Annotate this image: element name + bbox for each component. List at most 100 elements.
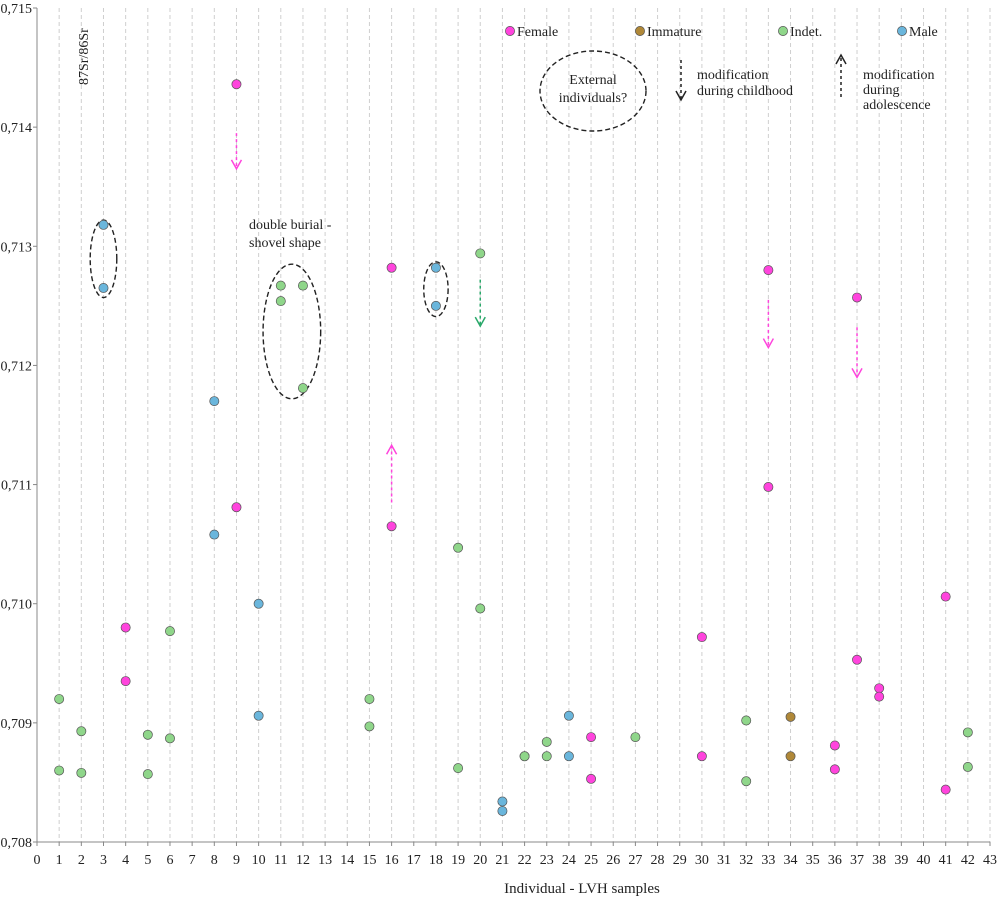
x-tick-label: 34	[784, 853, 798, 868]
x-tick-label: 10	[252, 853, 266, 868]
data-point-indet	[541, 736, 552, 747]
data-point-female	[940, 591, 951, 602]
annotation-adolescence: adolescence	[863, 98, 931, 113]
data-point-male	[430, 262, 441, 273]
data-point-indet	[475, 603, 486, 614]
data-point-indet	[275, 296, 286, 307]
annotation-external: individuals?	[559, 91, 627, 106]
gridlines	[58, 8, 991, 842]
x-tick-label: 1	[56, 853, 63, 868]
data-point-female	[696, 632, 707, 643]
x-tick-label: 36	[828, 853, 842, 868]
data-point-female	[763, 265, 774, 276]
x-tick-label: 19	[451, 853, 465, 868]
legend: Female Immature Indet. Male	[505, 25, 938, 40]
data-point-male	[497, 806, 508, 816]
arrow-head	[851, 367, 863, 379]
modification-arrow	[851, 327, 863, 379]
x-tick-label: 32	[739, 853, 753, 868]
data-point-indet	[165, 733, 175, 744]
data-point-female	[386, 262, 397, 273]
y-tick-label: 0,711	[1, 479, 32, 494]
x-tick-label: 21	[495, 853, 509, 868]
data-point-female	[852, 292, 862, 303]
data-point-indet	[741, 776, 752, 787]
data-point-male	[430, 300, 441, 311]
data-point-female	[696, 751, 707, 762]
x-tick-label: 23	[540, 853, 554, 868]
data-point-indet	[165, 626, 175, 637]
x-tick-label: 29	[673, 853, 687, 868]
x-tick-label: 0	[34, 853, 41, 868]
cluster-ellipse	[262, 263, 322, 400]
y-tick-label: 0,710	[1, 598, 33, 613]
data-point-male	[497, 796, 508, 807]
legend-label: Male	[909, 25, 938, 40]
data-point-immature	[785, 711, 796, 722]
x-tick-label: 14	[340, 853, 354, 868]
annotation-adolescence: modification	[863, 68, 935, 83]
x-tick-label: 39	[894, 853, 908, 868]
y-tick-label: 0,708	[1, 836, 33, 851]
legend-marker	[897, 26, 907, 36]
data-point-female	[231, 502, 242, 513]
x-tick-label: 4	[122, 853, 129, 868]
x-tick-label: 16	[385, 853, 399, 868]
data-point-female	[231, 79, 242, 90]
y-tick-label: 0,713	[1, 240, 33, 255]
data-point-female	[120, 622, 131, 633]
x-tick-label: 18	[429, 853, 443, 868]
x-tick-label: 42	[961, 853, 975, 868]
annotation-adolescence: during	[863, 83, 900, 98]
cluster-ellipse	[423, 261, 449, 318]
legend-arrow-down	[675, 60, 687, 102]
x-tick-label: 2	[78, 853, 85, 868]
x-tick-label: 8	[211, 853, 218, 868]
x-tick-label: 5	[144, 853, 151, 868]
x-tick-label: 25	[584, 853, 598, 868]
x-axis-ticks: 0 1 2 3 4 5 6 7 8 9 10 11 12 13 14 15 16 17 18 19 20 21 22 23 24…	[34, 842, 997, 868]
data-point-indet	[142, 769, 153, 780]
axes	[36, 8, 990, 843]
data-point-indet	[541, 751, 552, 762]
data-point-male	[98, 219, 109, 230]
data-points	[54, 79, 973, 816]
data-point-indet	[962, 761, 973, 772]
data-point-male	[253, 710, 264, 721]
data-point-female	[763, 482, 774, 492]
x-tick-label: 30	[695, 853, 709, 868]
x-tick-label: 6	[166, 853, 173, 868]
annotations: double burial - shovel shape External indiv…	[249, 50, 935, 251]
data-point-indet	[76, 767, 87, 778]
data-point-indet	[453, 542, 464, 553]
legend-marker	[778, 26, 788, 36]
x-tick-label: 17	[407, 853, 421, 868]
x-tick-label: 31	[717, 853, 731, 868]
y-tick-label: 0,709	[1, 717, 33, 732]
data-point-indet	[298, 280, 308, 291]
arrow-head	[835, 53, 847, 65]
data-point-indet	[54, 694, 65, 704]
y-tick-label: 0,712	[1, 359, 33, 374]
data-point-indet	[453, 763, 464, 774]
modification-arrow	[230, 133, 243, 171]
data-point-immature	[785, 751, 796, 762]
annotation-double-burial: shovel shape	[249, 236, 321, 251]
x-tick-label: 20	[473, 853, 487, 868]
annotation-childhood: modification	[697, 68, 769, 83]
legend-label: Female	[517, 25, 558, 40]
x-tick-label: 43	[983, 853, 997, 868]
data-point-indet	[475, 248, 486, 259]
annotation-double-burial: double burial -	[249, 218, 332, 233]
data-point-female	[586, 732, 597, 743]
x-tick-label: 26	[606, 853, 620, 868]
x-tick-label: 40	[917, 853, 931, 868]
x-tick-label: 7	[189, 853, 196, 868]
data-point-indet	[142, 729, 153, 740]
arrow-head	[230, 159, 243, 171]
y-axis-label: 87Sr/86Sr	[77, 28, 92, 85]
legend-arrow-up	[835, 53, 847, 97]
data-point-indet	[364, 694, 375, 704]
data-point-male	[209, 396, 220, 407]
